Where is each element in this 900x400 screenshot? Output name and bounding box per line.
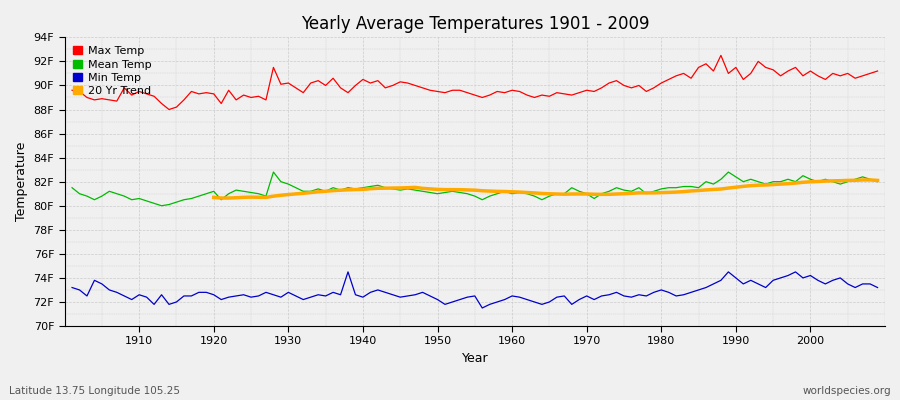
Line: Mean Temp: Mean Temp [72, 172, 878, 206]
Mean Temp [305, 189, 316, 194]
Max Temp [343, 90, 354, 95]
Max Temp [604, 81, 615, 86]
Max Temp [507, 88, 517, 93]
Min Temp [126, 297, 137, 302]
Mean Temp [268, 170, 279, 174]
X-axis label: Year: Year [462, 352, 488, 365]
Y-axis label: Temperature: Temperature [15, 142, 28, 221]
20 Yr Trend [418, 186, 428, 191]
Max Temp [67, 88, 77, 93]
20 Yr Trend [857, 178, 868, 182]
Min Temp [611, 290, 622, 295]
Max Temp [298, 90, 309, 95]
Min Temp [514, 295, 525, 300]
20 Yr Trend [305, 190, 316, 195]
Mean Temp [350, 186, 361, 191]
Title: Yearly Average Temperatures 1901 - 2009: Yearly Average Temperatures 1901 - 2009 [301, 15, 649, 33]
Min Temp [343, 270, 354, 274]
Max Temp [872, 69, 883, 74]
Legend: Max Temp, Mean Temp, Min Temp, 20 Yr Trend: Max Temp, Mean Temp, Min Temp, 20 Yr Tre… [70, 43, 155, 100]
Max Temp [126, 93, 137, 98]
Text: worldspecies.org: worldspecies.org [803, 386, 891, 396]
Line: Max Temp: Max Temp [72, 55, 878, 110]
20 Yr Trend [872, 178, 883, 183]
Mean Temp [611, 185, 622, 190]
Line: 20 Yr Trend: 20 Yr Trend [214, 180, 878, 198]
Mean Temp [522, 191, 533, 196]
20 Yr Trend [768, 182, 778, 187]
Line: Min Temp: Min Temp [72, 272, 878, 308]
Min Temp [67, 285, 77, 290]
Max Temp [514, 89, 525, 94]
Mean Temp [67, 185, 77, 190]
20 Yr Trend [679, 189, 689, 194]
20 Yr Trend [216, 196, 227, 200]
Mean Temp [514, 190, 525, 195]
20 Yr Trend [850, 178, 860, 183]
Min Temp [522, 297, 533, 302]
Mean Temp [157, 203, 167, 208]
Max Temp [716, 53, 726, 58]
20 Yr Trend [209, 195, 220, 200]
Min Temp [335, 292, 346, 297]
Mean Temp [872, 179, 883, 184]
Mean Temp [126, 197, 137, 202]
Text: Latitude 13.75 Longitude 105.25: Latitude 13.75 Longitude 105.25 [9, 386, 180, 396]
Max Temp [164, 107, 175, 112]
Min Temp [872, 285, 883, 290]
Min Temp [477, 306, 488, 310]
20 Yr Trend [783, 181, 794, 186]
Min Temp [291, 294, 302, 298]
